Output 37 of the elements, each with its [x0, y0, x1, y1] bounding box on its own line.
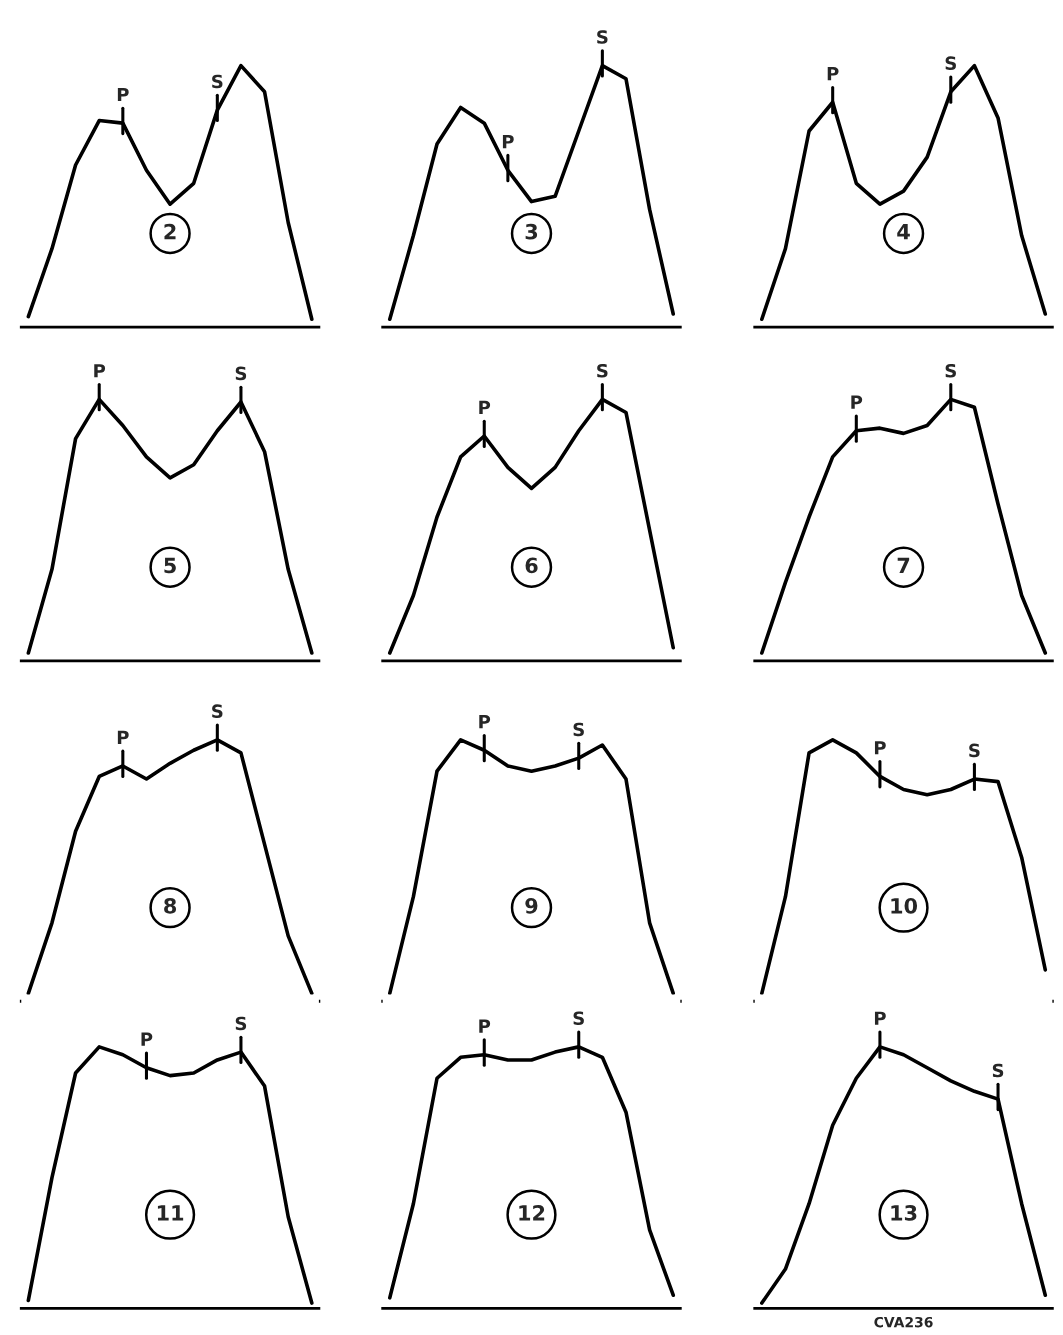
- annotation: S: [573, 722, 584, 737]
- annotation: P: [874, 741, 886, 755]
- annotation: P: [117, 730, 129, 744]
- text: 2: [164, 223, 176, 240]
- annotation: S: [945, 363, 956, 378]
- text: 6: [525, 557, 538, 574]
- annotation: P: [479, 715, 491, 729]
- annotation: P: [94, 364, 106, 378]
- text: CVA236: [874, 1316, 933, 1328]
- text: 4: [897, 224, 910, 240]
- annotation: S: [945, 56, 956, 70]
- annotation: S: [597, 363, 608, 378]
- text: 12: [519, 1204, 545, 1221]
- annotation: S: [969, 743, 980, 758]
- text: 13: [891, 1204, 917, 1221]
- text: 10: [891, 897, 918, 914]
- text: 5: [164, 557, 176, 574]
- annotation: P: [502, 134, 514, 149]
- annotation: S: [212, 74, 223, 89]
- text: 11: [157, 1205, 184, 1221]
- annotation: S: [573, 1011, 584, 1026]
- annotation: P: [874, 1011, 886, 1025]
- annotation: P: [117, 87, 129, 102]
- annotation: S: [235, 366, 247, 381]
- annotation: P: [479, 1019, 491, 1033]
- annotation: P: [827, 67, 839, 81]
- annotation: S: [235, 1016, 247, 1031]
- annotation: S: [597, 30, 608, 44]
- text: 7: [897, 557, 910, 573]
- text: 9: [525, 897, 538, 914]
- annotation: S: [212, 704, 223, 719]
- annotation: P: [851, 395, 863, 409]
- annotation: P: [141, 1032, 153, 1046]
- text: 3: [525, 223, 538, 240]
- annotation: P: [479, 400, 491, 414]
- text: 8: [164, 897, 177, 914]
- annotation: S: [992, 1063, 1004, 1078]
